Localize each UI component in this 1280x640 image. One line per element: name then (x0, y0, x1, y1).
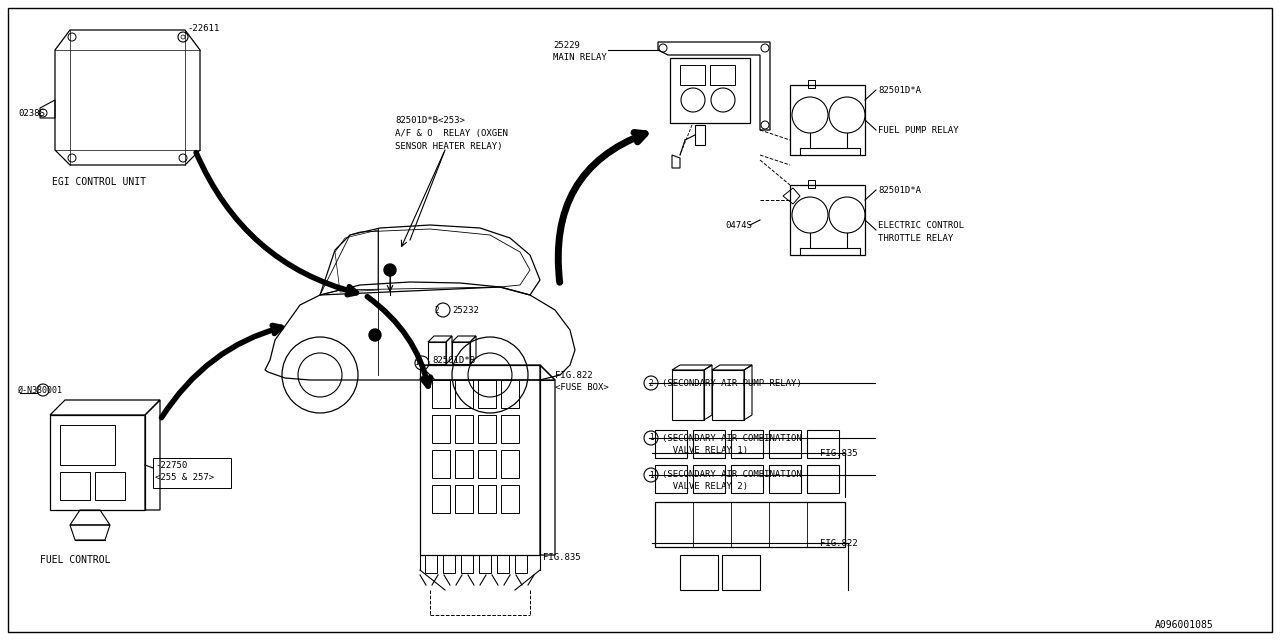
Bar (515, 555, 527, 573)
Circle shape (384, 264, 396, 276)
Text: A096001085: A096001085 (1155, 620, 1213, 630)
Bar (669, 58, 750, 123)
Text: THROTTLE RELAY: THROTTLE RELAY (878, 234, 954, 243)
Bar (710, 65, 735, 85)
Text: 82501D*A: 82501D*A (878, 186, 922, 195)
Text: 25232: 25232 (452, 305, 479, 314)
Bar (655, 430, 687, 458)
Text: FUEL CONTROL: FUEL CONTROL (40, 555, 110, 565)
Text: 1: 1 (649, 470, 653, 479)
Text: 82501D*B<253>: 82501D*B<253> (396, 115, 465, 125)
Bar (477, 485, 497, 513)
Bar (60, 425, 115, 465)
Text: 82501D*B: 82501D*B (433, 355, 475, 365)
Bar (425, 555, 436, 573)
Bar (454, 450, 474, 478)
Bar (680, 555, 718, 590)
Text: VALVE RELAY 2): VALVE RELAY 2) (662, 483, 748, 492)
Bar (454, 380, 474, 408)
Text: FIG.822: FIG.822 (820, 538, 858, 547)
Bar (433, 415, 451, 443)
Bar (500, 450, 518, 478)
Bar (454, 485, 474, 513)
Text: VALVE RELAY 1): VALVE RELAY 1) (662, 445, 748, 454)
Text: FIG.822: FIG.822 (556, 371, 593, 380)
Bar (479, 555, 492, 573)
Text: FIG.835: FIG.835 (543, 554, 581, 563)
Text: FUEL PUMP RELAY: FUEL PUMP RELAY (878, 125, 959, 134)
Text: 82501D*A: 82501D*A (878, 86, 922, 95)
Bar (500, 485, 518, 513)
Bar (692, 465, 724, 493)
Text: ELECTRIC CONTROL: ELECTRIC CONTROL (878, 221, 964, 230)
Bar (477, 380, 497, 408)
Bar (433, 485, 451, 513)
Bar (769, 430, 801, 458)
Bar (731, 465, 763, 493)
Text: 1: 1 (413, 360, 419, 366)
Text: MAIN RELAY: MAIN RELAY (553, 52, 607, 61)
Bar (680, 65, 705, 85)
Bar (712, 370, 744, 420)
FancyArrowPatch shape (196, 152, 356, 295)
Text: (SECONDARY AIR PUMP RELAY): (SECONDARY AIR PUMP RELAY) (662, 378, 801, 387)
Text: Ø-N380001: Ø-N380001 (18, 385, 63, 394)
Bar (461, 555, 474, 573)
Bar (433, 380, 451, 408)
Bar (769, 465, 801, 493)
Text: 2: 2 (649, 378, 653, 387)
Bar (790, 85, 865, 155)
Text: (SECONDARY AIR COMBINATION: (SECONDARY AIR COMBINATION (662, 470, 801, 479)
Bar (672, 370, 704, 420)
Bar (60, 472, 90, 500)
Text: <255 & 257>: <255 & 257> (155, 474, 214, 483)
Bar (497, 555, 509, 573)
Bar (477, 415, 497, 443)
Bar (692, 430, 724, 458)
Bar (655, 465, 687, 493)
Text: 2: 2 (435, 305, 439, 314)
Bar (477, 450, 497, 478)
Bar (806, 430, 838, 458)
Text: 0238S: 0238S (18, 109, 45, 118)
Bar (790, 185, 865, 255)
Text: 0474S: 0474S (724, 221, 751, 230)
Bar (443, 555, 454, 573)
Bar (95, 472, 125, 500)
Text: EGI CONTROL UNIT: EGI CONTROL UNIT (52, 177, 146, 187)
FancyArrowPatch shape (558, 132, 645, 282)
Bar (154, 458, 230, 488)
Text: -22611: -22611 (187, 24, 219, 33)
Bar (454, 415, 474, 443)
Text: SENSOR HEATER RELAY): SENSOR HEATER RELAY) (396, 141, 503, 150)
Text: -22750: -22750 (155, 461, 187, 470)
Text: <FUSE BOX>: <FUSE BOX> (556, 383, 609, 392)
Text: (SECONDARY AIR COMBINATION: (SECONDARY AIR COMBINATION (662, 433, 801, 442)
Bar (500, 415, 518, 443)
FancyArrowPatch shape (161, 326, 282, 418)
Bar (722, 555, 760, 590)
Bar (433, 450, 451, 478)
Bar (655, 502, 845, 547)
Bar (500, 380, 518, 408)
Text: FIG.835: FIG.835 (820, 449, 858, 458)
Circle shape (369, 329, 381, 341)
Text: A/F & O  RELAY (OXGEN: A/F & O RELAY (OXGEN (396, 129, 508, 138)
Text: 25229: 25229 (553, 40, 580, 49)
Bar (731, 430, 763, 458)
Bar (806, 465, 838, 493)
FancyArrowPatch shape (367, 296, 430, 386)
Text: 1: 1 (649, 433, 653, 442)
